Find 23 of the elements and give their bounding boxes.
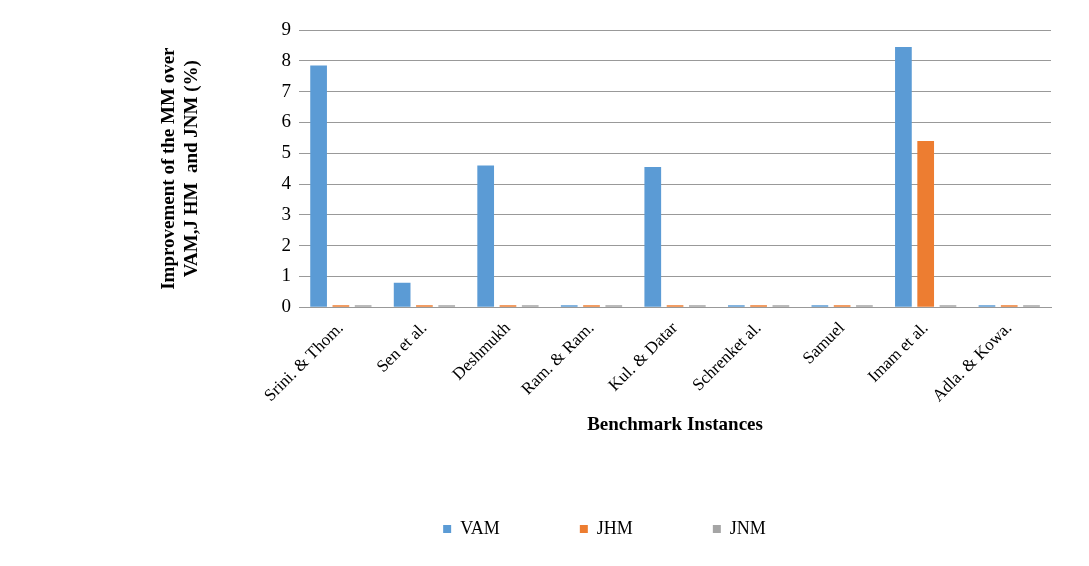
y-tick-label: 3 <box>281 202 292 224</box>
x-tick-label: Ram. & Ram. <box>517 318 598 399</box>
y-tick-label: 6 <box>281 110 292 132</box>
y-tick-label: 2 <box>281 233 292 255</box>
x-tick-label: Sen et al. <box>372 318 431 376</box>
bar <box>917 140 935 307</box>
y-tick-label: 0 <box>281 295 292 317</box>
y-tick-label: 1 <box>281 264 292 286</box>
bar <box>895 46 912 307</box>
bar <box>644 167 662 307</box>
bar <box>310 65 327 307</box>
y-tick-label: 7 <box>281 79 292 101</box>
y-tick-label: 5 <box>281 141 292 163</box>
y-tick-label: 8 <box>281 48 292 70</box>
legend-label: JNM <box>729 517 766 538</box>
y-tick-label: 4 <box>281 172 292 194</box>
bar <box>477 165 495 307</box>
y-axis-title: Improvement of the MM over VAM,J HM and JNM (%) <box>157 46 203 290</box>
legend-label: JHM <box>596 517 633 538</box>
bar <box>393 282 411 307</box>
x-axis-title: Benchmark Instances <box>587 412 763 434</box>
legend-label: VAM <box>460 517 500 538</box>
y-tick-label: 9 <box>281 17 292 39</box>
